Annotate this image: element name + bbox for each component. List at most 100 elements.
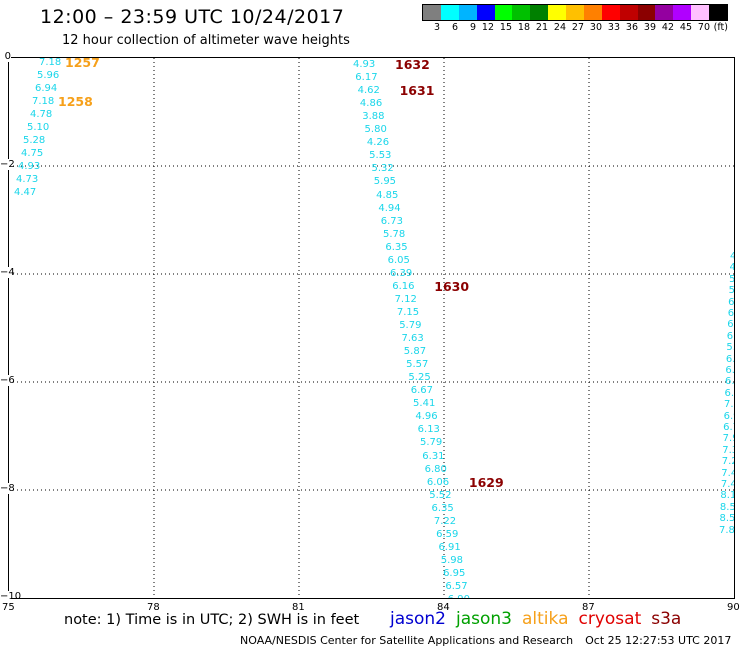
- units-note: note: 1) Time is in UTC; 2) SWH is in fe…: [64, 612, 360, 628]
- wave-height-value: 6.94: [35, 83, 58, 94]
- longitude-tick-label: 90: [727, 602, 740, 613]
- wave-height-value: 7.18: [39, 57, 62, 68]
- scale-unit: (ft): [713, 22, 728, 33]
- latitude-tick-label: −2: [0, 159, 15, 170]
- wave-height-value: 5.52: [429, 489, 452, 501]
- scale-swatch: [637, 5, 656, 20]
- scale-swatch: [691, 5, 709, 20]
- wave-height-value: 6: [727, 308, 735, 319]
- wave-height-value: 7.12: [394, 293, 417, 305]
- pass-time-label: 1631: [399, 83, 435, 99]
- wave-height-value: 7.81: [719, 524, 735, 536]
- scale-swatch: [619, 5, 638, 20]
- wave-height-value: 4.86: [359, 98, 383, 110]
- scale-tick-label: 33: [607, 22, 620, 33]
- wave-height-value: 4.93: [18, 161, 41, 172]
- wave-height-value: 7.42: [724, 399, 734, 411]
- wave-height-value: 6.77: [723, 422, 734, 433]
- longitude-tick-label: 75: [2, 602, 15, 613]
- color-scale-bar: [422, 4, 728, 21]
- longitude-tick-label: 81: [292, 602, 305, 613]
- wave-height-value: 4.73: [16, 174, 39, 185]
- wave-height-value: 4.94: [378, 202, 401, 214]
- scale-swatch: [512, 5, 531, 20]
- scale-tick-label: 18: [517, 22, 530, 33]
- wave-height-value: 5.95: [373, 176, 397, 188]
- wave-height-value: 6.59: [436, 528, 459, 540]
- scale-swatch: [583, 5, 602, 20]
- credit-org: NOAA/NESDIS Center for Satellite Applica…: [240, 634, 574, 647]
- map-subtitle: 12 hour collection of altimeter wave hei…: [62, 33, 350, 48]
- scale-swatch: [709, 5, 727, 20]
- latitude-tick-label: −6: [0, 375, 15, 386]
- wave-height-value: 7.15: [396, 306, 420, 318]
- satellite-legend: jason2 jason3 altika cryosat s3a: [390, 609, 691, 629]
- pass-time-label: 1632: [395, 57, 430, 72]
- wave-height-value: 6.1: [725, 353, 734, 365]
- wave-height-value: 7.63: [401, 333, 424, 345]
- wave-height-value: 5.80: [364, 124, 387, 136]
- wave-height-value: 6.79: [724, 387, 735, 399]
- wave-height-value: 3.88: [362, 111, 385, 123]
- wave-height-value: 6.39: [389, 267, 413, 279]
- wave-height-value: 4.96: [415, 411, 438, 423]
- wave-height-color-scale: 3 6 9 12 15 18 21 24 27 30 33 36 39 42 45 70 (ft): [422, 4, 728, 33]
- scale-tick-label: 15: [499, 22, 512, 33]
- wave-height-value: 5.79: [419, 437, 443, 449]
- wave-height-value: 7.22: [433, 515, 457, 527]
- scale-swatch: [566, 5, 584, 20]
- wave-height-value: 5.98: [440, 554, 464, 566]
- wave-height-value: 6.35: [431, 502, 454, 514]
- latitude-tick-label: 0: [0, 51, 11, 62]
- wave-height-value: 5: [729, 273, 735, 285]
- scale-swatch: [423, 5, 441, 20]
- wave-height-value: 4.26: [366, 137, 390, 149]
- wave-height-value: 6.80: [726, 330, 734, 342]
- credit-timestamp: Oct 25 12:27:53 UTC 2017: [585, 634, 732, 647]
- wave-height-value: 6: [728, 296, 735, 308]
- wave-height-value: 6: [727, 319, 734, 331]
- wave-height-value: 5.32: [371, 163, 394, 175]
- scale-tick-label: 12: [481, 22, 494, 33]
- wave-height-value: 6.16: [392, 280, 415, 292]
- latitude-tick-label: −8: [0, 483, 15, 494]
- wave-height-value: 7.18: [32, 96, 55, 107]
- legend-entry-altika: altika: [522, 609, 569, 629]
- longitude-tick-label: 78: [147, 602, 160, 613]
- wave-height-value: 4.75: [21, 148, 44, 159]
- wave-height-value: 5.10: [27, 122, 50, 133]
- wave-height-value: 4.62: [357, 85, 380, 97]
- scale-tick-label: 45: [679, 22, 692, 33]
- wave-height-value: 6.95: [443, 567, 466, 579]
- scale-tick-label: 6: [451, 22, 458, 33]
- wave-height-value: 6.17: [355, 72, 378, 84]
- wave-height-value: 5.41: [413, 398, 436, 410]
- wave-height-value: 6.7: [725, 365, 735, 376]
- scale-swatch: [476, 5, 495, 20]
- wave-height-value: 5.78: [383, 228, 406, 240]
- wave-height-value: 6.31: [422, 450, 445, 462]
- wave-height-value: 7.97: [722, 433, 734, 445]
- wave-height-value: 4.85: [376, 189, 399, 201]
- legend-entry-cryosat: cryosat: [578, 609, 642, 629]
- scale-swatch: [601, 5, 620, 20]
- wave-height-value: 7.40: [721, 467, 734, 479]
- scale-tick-label: 21: [535, 22, 548, 33]
- scale-swatch: [458, 5, 477, 20]
- wave-height-value: 4: [730, 252, 734, 262]
- map-title: 12:00 – 23:59 UTC 10/24/2017: [40, 6, 345, 28]
- latitude-tick-label: −10: [0, 591, 22, 602]
- color-scale-labels: 3 6 9 12 15 18 21 24 27 30 33 36 39 42 45 70 (ft): [422, 22, 728, 33]
- legend-entry-s3a: s3a: [651, 609, 682, 629]
- scale-tick-label: 42: [661, 22, 674, 33]
- wave-height-value: 5.53: [369, 150, 392, 162]
- wave-height-value: 5.87: [403, 346, 427, 358]
- lat-lon-grid: [9, 58, 734, 598]
- longitude-tick-label: 84: [437, 602, 450, 613]
- wave-height-value: 7.49: [720, 479, 734, 490]
- wave-height-value: 6.90: [448, 595, 470, 598]
- wave-height-value: 4.78: [30, 109, 53, 120]
- longitude-tick-label: 87: [582, 602, 595, 613]
- scale-tick-label: 70: [697, 22, 710, 33]
- wave-height-value: 6.57: [445, 581, 468, 592]
